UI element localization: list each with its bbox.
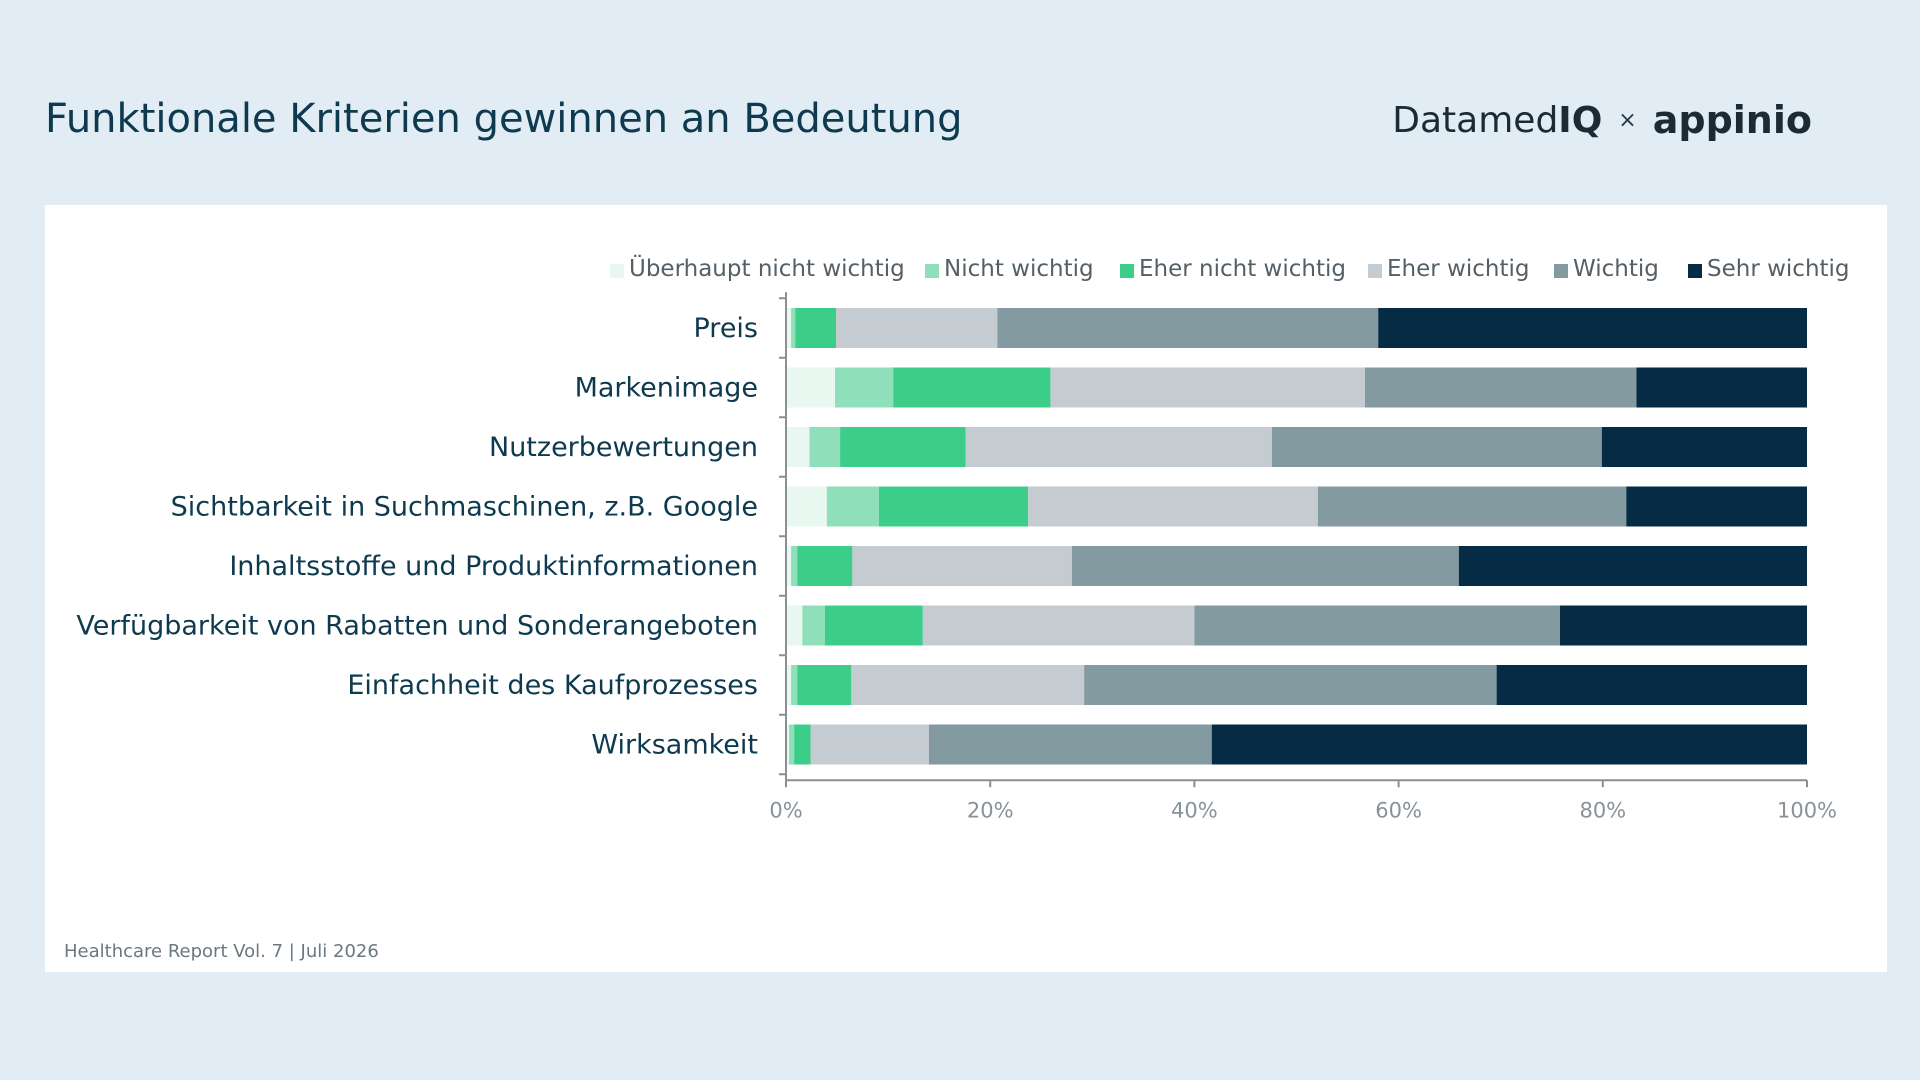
- bar-segment: [797, 546, 853, 586]
- bar-segment: [840, 427, 966, 467]
- bar-segment: [1084, 665, 1497, 705]
- legend-swatch: [1688, 264, 1702, 278]
- bar-segment: [824, 605, 923, 646]
- bar-segment: [786, 367, 836, 408]
- category-label: Einfachheit des Kaufprozesses: [347, 670, 758, 701]
- bar-segment: [1496, 665, 1807, 705]
- bar-segment: [1071, 546, 1459, 586]
- footer-note: Healthcare Report Vol. 7 | Juli 2026: [64, 941, 379, 962]
- x-tick-label: 100%: [1777, 798, 1837, 822]
- bar-segment: [1271, 427, 1602, 467]
- x-tick-label: 20%: [967, 798, 1014, 822]
- category-label: Nutzerbewertungen: [489, 432, 758, 463]
- bar-segment: [851, 665, 1085, 705]
- bar-segment: [786, 486, 827, 527]
- bar-segment: [791, 546, 798, 586]
- x-tick-label: 80%: [1579, 798, 1626, 822]
- bar-segment: [836, 308, 998, 348]
- stacked-bar-chart: Überhaupt nicht wichtig Nicht wichtig Eher…: [76, 254, 1850, 822]
- page-title: Funktionale Kriterien gewinnen an Bedeut…: [45, 96, 963, 142]
- bar-segment: [810, 724, 929, 765]
- bar-segment: [1364, 367, 1637, 408]
- legend-label: Sehr wichtig: [1707, 256, 1850, 282]
- bar-segment: [1211, 724, 1807, 765]
- bar-segment: [786, 665, 792, 705]
- bar-segment: [1378, 308, 1807, 348]
- legend-label: Überhaupt nicht wichtig: [629, 254, 905, 282]
- bar-segment: [878, 486, 1028, 527]
- legend-item: Sehr wichtig: [1688, 256, 1850, 282]
- logo-separator: ×: [1618, 107, 1637, 133]
- bar-segment: [893, 367, 1051, 408]
- bar-segment: [965, 427, 1272, 467]
- bar-segment: [797, 665, 852, 705]
- legend-label: Eher nicht wichtig: [1139, 256, 1346, 282]
- bar-segment: [1636, 367, 1807, 408]
- bar-segment: [928, 724, 1212, 765]
- legend-item: Überhaupt nicht wichtig: [610, 254, 905, 282]
- partner-logos: DatamedIQ × appinio: [1392, 98, 1812, 142]
- category-label: Sichtbarkeit in Suchmaschinen, z.B. Goog…: [171, 492, 758, 523]
- bar-segment: [1050, 367, 1365, 408]
- bar-segment: [791, 308, 796, 348]
- bar-segment: [786, 308, 792, 348]
- legend-label: Wichtig: [1573, 256, 1659, 282]
- legend-label: Eher wichtig: [1387, 256, 1529, 282]
- x-tick-label: 0%: [769, 798, 802, 822]
- bar-segment: [786, 427, 810, 467]
- category-label: Inhaltsstoffe und Produktinformationen: [229, 551, 758, 582]
- bar-segment: [1027, 486, 1318, 527]
- chart-card: Überhaupt nicht wichtig Nicht wichtig Eher…: [45, 205, 1887, 972]
- bar-segment: [1317, 486, 1627, 527]
- category-label: Markenimage: [575, 373, 758, 404]
- legend-swatch: [610, 264, 624, 278]
- bar-segment: [786, 605, 803, 646]
- bar-segment: [1194, 605, 1560, 646]
- category-label: Wirksamkeit: [591, 730, 758, 761]
- bar-segment: [1458, 546, 1807, 586]
- x-tick-label: 40%: [1171, 798, 1218, 822]
- bar-segment: [791, 665, 798, 705]
- legend-swatch: [1368, 264, 1382, 278]
- bar-segment: [794, 724, 811, 765]
- bar-segment: [786, 724, 790, 765]
- legend-item: Eher nicht wichtig: [1120, 256, 1346, 282]
- x-tick-label: 60%: [1375, 798, 1422, 822]
- legend-label: Nicht wichtig: [944, 256, 1094, 282]
- category-label: Preis: [694, 313, 759, 344]
- datamediq-logo: DatamedIQ: [1392, 99, 1603, 141]
- appinio-logo: appinio: [1652, 98, 1812, 142]
- bar-segment: [786, 546, 792, 586]
- legend-swatch: [1120, 264, 1134, 278]
- legend-item: Eher wichtig: [1368, 256, 1529, 282]
- category-label: Verfügbarkeit von Rabatten und Sonderang…: [76, 611, 758, 642]
- bar-segment: [1559, 605, 1807, 646]
- bar-segment: [835, 367, 894, 408]
- legend-swatch: [1554, 264, 1568, 278]
- bar-segment: [997, 308, 1379, 348]
- bar-segment: [789, 724, 795, 765]
- legend-swatch: [925, 264, 939, 278]
- legend-item: Nicht wichtig: [925, 256, 1094, 282]
- bar-segment: [1626, 486, 1807, 527]
- bar-segment: [1601, 427, 1807, 467]
- legend-item: Wichtig: [1554, 256, 1659, 282]
- bar-segment: [922, 605, 1195, 646]
- bar-segment: [809, 427, 841, 467]
- bar-segment: [802, 605, 825, 646]
- bar-segment: [795, 308, 837, 348]
- bar-segment: [826, 486, 879, 527]
- bar-segment: [852, 546, 1072, 586]
